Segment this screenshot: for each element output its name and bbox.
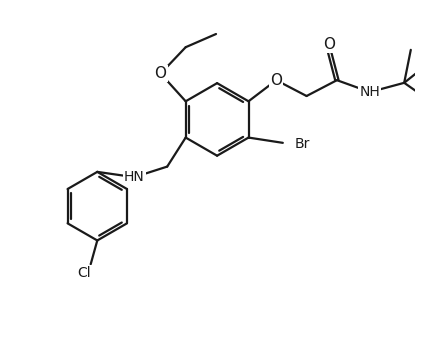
Text: O: O: [270, 73, 282, 88]
Text: O: O: [323, 37, 335, 52]
Text: Br: Br: [295, 137, 310, 151]
Text: Cl: Cl: [77, 266, 91, 280]
Text: NH: NH: [360, 85, 380, 99]
Text: O: O: [155, 66, 167, 81]
Text: HN: HN: [124, 170, 144, 184]
